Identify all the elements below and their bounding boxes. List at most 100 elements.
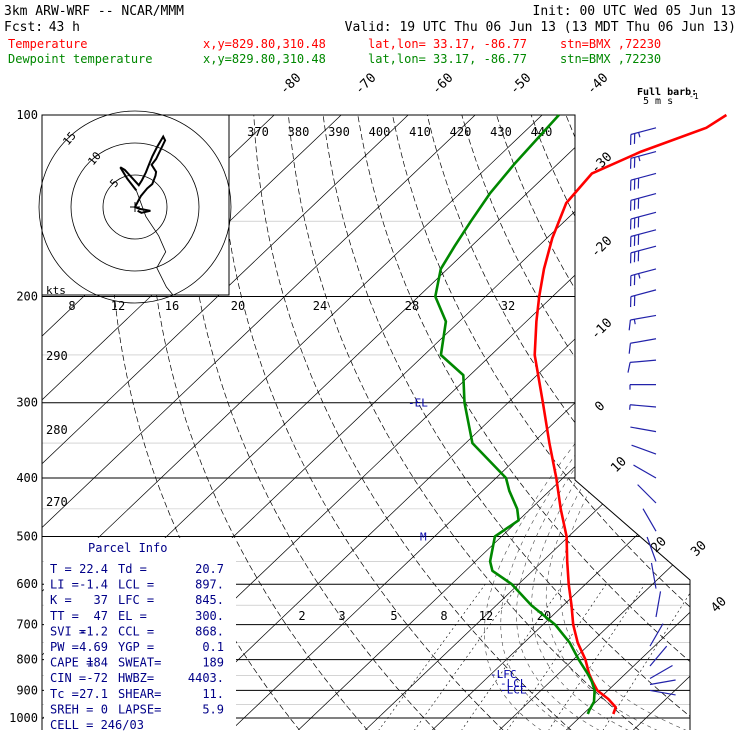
wind-barb-staff <box>631 444 657 455</box>
parcel-info-cell: 20.7 <box>195 562 224 576</box>
wind-barb <box>649 679 676 686</box>
wind-barb <box>627 359 657 373</box>
wind-barb-staff <box>630 211 657 220</box>
forecast-label: Fcst: <box>4 20 43 35</box>
parcel-info-cell: PW = <box>50 640 79 654</box>
hodograph-ring-10 <box>70 142 200 272</box>
parcel-info-cell: LI = <box>50 578 79 592</box>
dry-adiabat-310 <box>322 115 690 730</box>
wind-barb <box>642 508 657 532</box>
pressure-label-200: 200 <box>16 290 38 304</box>
mixing-ratio-top-label: 16 <box>165 299 179 313</box>
dry-adiabat-420 <box>705 115 740 731</box>
dry-adiabat-410 <box>669 115 690 730</box>
isotherm-30 <box>632 115 690 730</box>
mixing-ratio-top-label: 12 <box>111 299 125 313</box>
parcel-info-cell: K = <box>50 593 72 607</box>
pressure-label-600: 600 <box>16 577 38 591</box>
wind-barb <box>630 426 657 433</box>
parcel-info-cell: 47 <box>94 609 108 623</box>
parcel-info-cell: CCL = <box>118 624 154 638</box>
wind-barb <box>637 484 657 504</box>
isotherm--90 <box>42 115 476 730</box>
legend-temperature-latlon: lat,lon= 33.17, -86.77 <box>368 37 527 51</box>
pressure-label-500: 500 <box>16 529 38 543</box>
legend-temperature-station: stn=BMX ,72230 <box>560 37 661 51</box>
wind-barb <box>629 127 657 145</box>
mixing-ratio-2 <box>378 584 486 730</box>
theta-label: 400 <box>369 125 391 139</box>
pressure-label-400: 400 <box>16 471 38 485</box>
theta-label: 380 <box>288 125 310 139</box>
wind-barb-staff <box>630 193 657 201</box>
dry-adiabat-380 <box>565 115 690 730</box>
isotherm-label: 30 <box>688 538 710 560</box>
legend-dewpoint-xy: x,y=829.80,310.48 <box>203 52 326 66</box>
wind-barb <box>629 289 657 308</box>
valid-time: Valid: 19 UTC Thu 06 Jun 13 (13 MDT Thu … <box>345 20 736 35</box>
parcel-info-box: Parcel Info T = 22.4 Td = 20.7 LI = -1.4 LCL =… <box>44 538 236 732</box>
model-title: 3km ARW-WRF -- NCAR/MMM <box>4 4 184 19</box>
isotherm-label: 40 <box>708 594 730 616</box>
wind-barb <box>650 562 657 589</box>
barb-key-exponent: -1 <box>689 92 699 101</box>
mixing-ratio-bottom-label: 2 <box>298 609 305 623</box>
pressure-label-900: 900 <box>16 683 38 697</box>
dry-adiabat-360 <box>496 115 690 730</box>
wind-barb-half <box>633 319 636 325</box>
dry-adiabat-400 <box>634 115 690 730</box>
parcel-info-cell: YGP = <box>118 640 154 654</box>
isotherm--30 <box>230 115 690 730</box>
legend-temperature-xy: x,y=829.80,310.48 <box>203 37 326 51</box>
wind-barb-staff <box>630 172 657 181</box>
dry-adiabat-280 <box>218 115 505 730</box>
wind-barb-flag <box>628 319 631 331</box>
mixing-ratio-top-label: 20 <box>231 299 245 313</box>
theta-label: 430 <box>490 125 512 139</box>
level-markers: -ELM-LFC-LCL-LCL <box>408 397 527 697</box>
wind-barb <box>629 151 657 169</box>
frame-right-edge <box>42 114 691 730</box>
parcel-info-cell: 897. <box>195 578 224 592</box>
barb-key-title: Full barb: <box>637 87 697 98</box>
parcel-info-cell: TT = <box>50 609 79 623</box>
isotherm-label: -70 <box>352 71 379 98</box>
parcel-info-cell: 845. <box>195 593 224 607</box>
legend-dewpoint-name: Dewpoint temperature <box>8 52 153 66</box>
theta-label: 390 <box>328 125 350 139</box>
wind-barb-staff <box>630 268 657 277</box>
parcel-info-cell: CIN = <box>50 671 86 685</box>
dry-adiabat-350 <box>461 115 690 730</box>
wind-barb-half <box>638 132 641 138</box>
wind-barb <box>655 591 662 618</box>
level-mark-label: -LCL <box>500 684 527 697</box>
wind-barb <box>631 444 657 455</box>
isotherm--100 <box>42 115 409 730</box>
forecast-hours: 43 h <box>49 20 80 35</box>
pressure-label-1000: 1000 <box>9 711 38 725</box>
isotherm-10 <box>498 115 690 730</box>
mixing-ratio-top-label: 32 <box>501 299 515 313</box>
wind-barb <box>629 229 657 247</box>
dry-adiabat-390 <box>600 115 690 730</box>
parcel-info-cell: 184 <box>86 656 108 670</box>
parcel-info-cell: 868. <box>195 624 224 638</box>
isotherm-label: 0 <box>592 399 608 415</box>
moist-adiabat-12 <box>483 309 689 730</box>
wind-barb <box>649 689 676 696</box>
parcel-info-cell: SHEAR= <box>118 687 161 701</box>
parcel-info-cell: 4403. <box>188 671 224 685</box>
wind-barb <box>649 645 668 667</box>
parcel-info-cell: 37 <box>94 593 108 607</box>
parcel-info-cell: LCL = <box>118 578 154 592</box>
wind-barb <box>646 536 657 562</box>
wind-barb-staff <box>630 359 657 364</box>
wind-barb-half <box>638 273 641 279</box>
isotherm--80 <box>42 115 543 730</box>
isotherm-label: 20 <box>648 534 670 556</box>
mixing-ratio-20 <box>602 584 690 730</box>
theta-label: 410 <box>409 125 431 139</box>
wind-barb <box>629 268 657 287</box>
isotherm-label: -10 <box>588 316 615 343</box>
